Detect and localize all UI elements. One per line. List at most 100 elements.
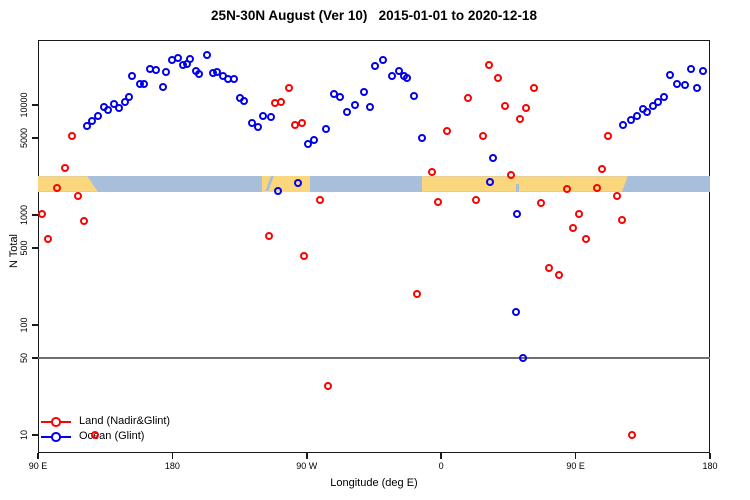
y-tick-label: 50 xyxy=(19,353,29,364)
data-point-land xyxy=(277,98,286,107)
data-point-ocean xyxy=(322,124,331,133)
data-point-ocean xyxy=(266,112,275,121)
data-point-land xyxy=(53,183,62,192)
y-tick-label: 500 xyxy=(19,240,29,256)
data-point-ocean xyxy=(619,120,628,129)
data-point-land xyxy=(316,195,325,204)
y-tick-label: 100 xyxy=(19,317,29,333)
data-point-ocean xyxy=(87,116,96,125)
data-point-land xyxy=(582,234,591,243)
data-point-land xyxy=(413,290,422,299)
data-point-ocean xyxy=(686,65,695,74)
data-point-ocean xyxy=(680,80,689,89)
y-tick-label: 10000 xyxy=(19,92,29,118)
data-point-ocean xyxy=(114,103,123,112)
data-point-ocean xyxy=(159,82,168,91)
data-point-ocean xyxy=(253,123,262,132)
data-point-land xyxy=(568,224,577,233)
data-point-land xyxy=(479,132,487,141)
data-point-ocean xyxy=(673,80,682,89)
y-tick-label: 1000 xyxy=(19,204,29,226)
data-point-ocean xyxy=(293,179,302,188)
data-point-land xyxy=(323,381,332,390)
data-point-ocean xyxy=(417,134,426,143)
x-tick xyxy=(37,453,39,459)
data-point-land xyxy=(598,164,607,173)
map-strip-land xyxy=(421,176,628,192)
data-point-ocean xyxy=(186,54,195,63)
x-tick-label: 90 W xyxy=(296,461,318,471)
data-point-land xyxy=(443,127,452,136)
x-axis-label: Longitude (deg E) xyxy=(330,477,418,489)
data-point-ocean xyxy=(174,54,183,63)
data-point-ocean xyxy=(626,116,635,125)
data-point-land xyxy=(544,263,553,272)
x-tick-label: 90 E xyxy=(28,461,48,471)
data-point-ocean xyxy=(93,112,102,121)
data-point-ocean xyxy=(659,93,668,102)
data-point-land xyxy=(298,118,307,127)
data-point-land xyxy=(574,210,583,219)
data-point-ocean xyxy=(195,69,204,78)
data-point-land xyxy=(428,167,437,176)
y-tick-label: 5000 xyxy=(19,128,29,149)
data-point-land xyxy=(90,431,99,439)
ocean-series-marker-icon xyxy=(41,432,71,442)
data-point-land xyxy=(562,185,571,194)
legend-label-ocean: Ocean (Glint) xyxy=(79,430,145,442)
data-point-land xyxy=(44,234,53,243)
data-point-land xyxy=(493,73,502,82)
data-point-land xyxy=(38,210,47,219)
data-point-land xyxy=(471,195,480,204)
data-point-ocean xyxy=(120,98,129,107)
data-point-ocean xyxy=(140,80,149,89)
y-tick xyxy=(32,137,38,139)
data-point-land xyxy=(613,191,622,200)
data-point-ocean xyxy=(83,122,92,131)
data-point-ocean xyxy=(519,354,528,363)
data-point-land xyxy=(529,83,538,92)
data-point-ocean xyxy=(410,91,419,100)
data-point-ocean xyxy=(371,62,380,71)
data-point-land xyxy=(555,270,564,279)
data-point-land xyxy=(290,120,299,129)
x-tick xyxy=(709,453,711,459)
plot-area xyxy=(38,40,710,453)
data-point-land xyxy=(628,431,637,439)
data-point-ocean xyxy=(653,98,662,107)
data-point-land xyxy=(537,198,546,207)
data-point-land xyxy=(522,103,531,112)
y-tick xyxy=(32,357,38,359)
data-point-ocean xyxy=(304,140,313,149)
legend-label-land: Land (Nadir&Glint) xyxy=(79,415,171,427)
x-tick-label: 180 xyxy=(702,461,718,471)
x-tick-label: 0 xyxy=(438,461,444,471)
data-point-ocean xyxy=(387,71,396,80)
data-point-land xyxy=(592,183,601,192)
data-point-ocean xyxy=(240,96,249,105)
data-point-ocean xyxy=(365,102,374,111)
data-point-ocean xyxy=(395,66,404,75)
data-point-land xyxy=(516,114,525,123)
data-point-ocean xyxy=(202,50,211,59)
data-point-land xyxy=(617,216,626,225)
data-point-ocean xyxy=(698,66,707,75)
data-point-ocean xyxy=(359,88,368,97)
y-tick xyxy=(32,247,38,249)
data-point-land xyxy=(265,231,274,240)
y-tick xyxy=(32,434,38,436)
data-point-land xyxy=(604,132,613,141)
data-point-ocean xyxy=(259,112,268,121)
data-point-ocean xyxy=(511,308,520,317)
data-point-land xyxy=(68,132,77,141)
x-tick xyxy=(440,453,442,459)
chart-title: 25N-30N August (Ver 10) 2015-01-01 to 20… xyxy=(211,8,537,23)
data-point-ocean xyxy=(486,177,495,186)
y-tick-label: 10 xyxy=(19,429,29,441)
x-tick xyxy=(171,453,174,459)
x-tick-label: 180 xyxy=(164,461,180,471)
data-point-ocean xyxy=(643,108,652,117)
data-point-ocean xyxy=(128,71,137,80)
y-tick xyxy=(32,214,38,216)
